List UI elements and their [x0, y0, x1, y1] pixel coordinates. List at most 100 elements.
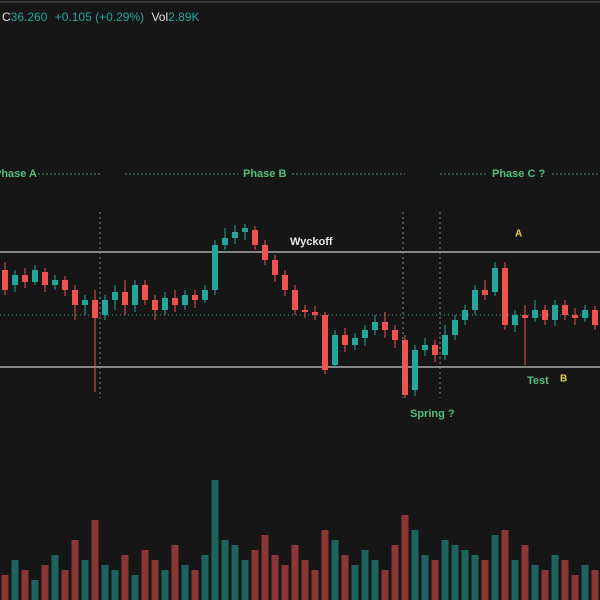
- volume-bar: [461, 550, 469, 600]
- candle-body: [382, 322, 388, 330]
- volume-bar: [61, 570, 69, 600]
- volume-bar: [261, 535, 269, 600]
- volume-bar: [211, 480, 219, 600]
- phase-label: Phase B: [243, 168, 286, 180]
- candle-body: [172, 298, 178, 305]
- candle-body: [122, 292, 128, 305]
- candle-body: [452, 320, 458, 335]
- candle-body: [562, 305, 568, 315]
- volume-bar: [291, 545, 299, 600]
- candle-body: [372, 322, 378, 330]
- volume-bar: [581, 565, 589, 600]
- volume-bar: [531, 565, 539, 600]
- volume-bar: [411, 530, 419, 600]
- candle-body: [582, 310, 588, 318]
- volume-bar: [541, 570, 549, 600]
- candle-body: [422, 345, 428, 350]
- candle-body: [462, 310, 468, 320]
- candle-body: [592, 310, 598, 325]
- candle-body: [262, 245, 268, 260]
- volume-bar: [151, 560, 159, 600]
- candle-body: [342, 335, 348, 345]
- volume-label: Vol: [151, 10, 168, 24]
- volume-bar: [221, 540, 229, 600]
- candle-body: [2, 270, 8, 290]
- volume-bar: [141, 550, 149, 600]
- volume-bar: [1, 575, 9, 600]
- candle-body: [102, 300, 108, 315]
- candle-body: [202, 290, 208, 300]
- close-label: C: [2, 10, 11, 24]
- candle-body: [52, 280, 58, 285]
- volume-bar: [361, 550, 369, 600]
- volume-bar: [381, 570, 389, 600]
- candle-body: [62, 280, 68, 290]
- candle-body: [532, 310, 538, 318]
- volume-bar: [121, 555, 129, 600]
- volume-bar: [571, 575, 579, 600]
- candle-body: [142, 285, 148, 300]
- volume-bar: [391, 545, 399, 600]
- point-label: A: [515, 229, 522, 240]
- volume-bar: [591, 570, 599, 600]
- volume-bar: [71, 540, 79, 600]
- candle-body: [502, 268, 508, 325]
- volume-bar: [51, 555, 59, 600]
- candle-body: [132, 285, 138, 305]
- volume-bar: [561, 560, 569, 600]
- candle-body: [522, 315, 528, 318]
- candle-body: [42, 272, 48, 285]
- volume-bar: [351, 565, 359, 600]
- candle-body: [292, 290, 298, 310]
- candle-body: [222, 238, 228, 245]
- candle-body: [572, 315, 578, 318]
- candle-body: [542, 310, 548, 320]
- candle-body: [92, 300, 98, 318]
- candle-body: [362, 330, 368, 338]
- candle-body: [82, 300, 88, 305]
- candle-body: [12, 275, 18, 285]
- volume-bar: [501, 530, 509, 600]
- volume-bar: [521, 545, 529, 600]
- volume-bar: [371, 560, 379, 600]
- volume-bar: [511, 560, 519, 600]
- candle-body: [482, 290, 488, 295]
- candle-body: [32, 270, 38, 282]
- close-value: 36.260: [11, 10, 48, 24]
- volume-bar: [441, 540, 449, 600]
- candle-body: [192, 295, 198, 300]
- candle-body: [112, 292, 118, 300]
- volume-bar: [481, 560, 489, 600]
- candle-body: [402, 340, 408, 395]
- volume-bar: [551, 555, 559, 600]
- candle-body: [302, 310, 308, 312]
- wyckoff-label: Wyckoff: [290, 236, 333, 248]
- volume-bar: [201, 555, 209, 600]
- point-label: B: [560, 374, 567, 385]
- candle-body: [22, 275, 28, 282]
- candle-body: [392, 330, 398, 340]
- volume-bar: [131, 575, 139, 600]
- volume-bar: [21, 570, 29, 600]
- volume-bar: [231, 545, 239, 600]
- volume-bar: [241, 560, 249, 600]
- candle-body: [492, 268, 498, 292]
- volume-bar: [421, 555, 429, 600]
- candle-body: [442, 335, 448, 355]
- volume-bar: [321, 530, 329, 600]
- volume-bar: [341, 555, 349, 600]
- candle-body: [242, 228, 248, 232]
- change: +0.105 (+0.29%): [55, 10, 144, 24]
- candle-body: [312, 312, 318, 315]
- phase-label: Phase C ?: [492, 168, 545, 180]
- candle-body: [152, 300, 158, 310]
- volume-bar: [171, 545, 179, 600]
- volume-bar: [301, 560, 309, 600]
- candle-body: [162, 298, 168, 310]
- candle-body: [432, 345, 438, 355]
- volume-bar: [471, 555, 479, 600]
- volume-bar: [111, 570, 119, 600]
- test-label: Test: [527, 375, 549, 387]
